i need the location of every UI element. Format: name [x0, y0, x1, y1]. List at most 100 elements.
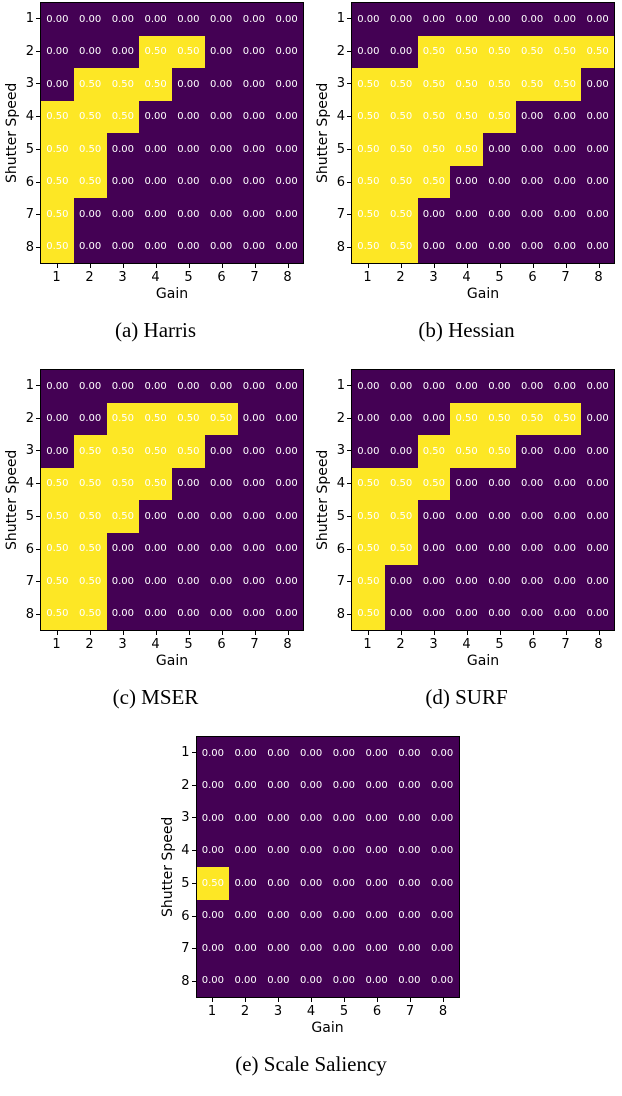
- heatmap-cell: 0.00: [581, 133, 614, 166]
- heatmap-grid: 0.00 0.00 0.00 0.00 0.00 0.00 0.00 0.00 0.00 0.00…: [351, 369, 615, 631]
- y-tick-label: 3: [20, 68, 40, 101]
- heatmap-cell: 0.00: [515, 435, 549, 468]
- y-tick-text: 2: [25, 410, 34, 426]
- y-tick-text: 8: [25, 240, 34, 256]
- heatmap-cell: 0.50: [417, 35, 451, 68]
- heatmap-cell: 0.50: [384, 100, 418, 133]
- y-tick-mark: [347, 247, 351, 249]
- heatmap-cell: 0.00: [581, 532, 614, 565]
- heatmap-cell: 0.50: [139, 35, 172, 68]
- heatmap-cell: 0.00: [548, 565, 582, 598]
- heatmap-subplot-d-surf: Shutter Speed 1 2 3 4 5 6 7 8 0.00 0.00 0.00 0.00 0.0…: [315, 369, 618, 710]
- heatmap-cell: 0.00: [262, 802, 295, 835]
- x-tick-label: 1: [351, 631, 384, 652]
- heatmap-cell: 0.50: [352, 100, 385, 133]
- heatmap-cell: 0.00: [73, 230, 107, 263]
- heatmap-cell: 0.00: [393, 899, 426, 932]
- x-tick-label: 7: [549, 631, 582, 652]
- x-axis-label: Gain: [466, 653, 500, 669]
- y-tick-text: 5: [25, 508, 34, 524]
- heatmap-cell: 0.50: [106, 402, 140, 435]
- heatmap-cell: 0.50: [352, 597, 385, 630]
- y-tick-mark: [36, 17, 40, 19]
- heatmap-cell: 0.50: [73, 532, 107, 565]
- heatmap-cell: 0.50: [483, 35, 516, 68]
- heatmap-cell: 0.00: [384, 370, 418, 403]
- heatmap-cell: 0.00: [106, 35, 140, 68]
- heatmap-cell: 0.00: [425, 834, 459, 867]
- heatmap-cell: 0.00: [172, 100, 205, 133]
- y-tick-label: 8: [20, 598, 40, 631]
- y-tick-text: 1: [25, 10, 34, 26]
- heatmap-cell: 0.50: [384, 467, 418, 500]
- heatmap-cell: 0.00: [204, 500, 238, 533]
- y-tick-label: 8: [176, 965, 196, 998]
- heatmap-cell: 0.00: [270, 3, 303, 36]
- heatmap-cell: 0.00: [548, 230, 582, 263]
- x-tick-label: 2: [73, 631, 106, 652]
- heatmap-grid: 0.00 0.00 0.00 0.00 0.00 0.00 0.00 0.00 0.00 0.00…: [351, 2, 615, 264]
- heatmap-cell: 0.00: [515, 133, 549, 166]
- y-tick-mark: [36, 515, 40, 517]
- y-tick-mark: [36, 247, 40, 249]
- y-tick-mark: [347, 515, 351, 517]
- heatmap-cell: 0.00: [172, 467, 205, 500]
- heatmap-cell: 0.50: [515, 402, 549, 435]
- heatmap-cell: 0.00: [581, 370, 614, 403]
- heatmap-cell: 0.50: [73, 467, 107, 500]
- heatmap-cell: 0.00: [483, 597, 516, 630]
- heatmap-cell: 0.00: [204, 565, 238, 598]
- y-tick-mark: [347, 181, 351, 183]
- heatmap-cell: 0.00: [196, 932, 230, 965]
- heatmap-cell: 0.00: [139, 500, 172, 533]
- heatmap-cell: 0.00: [237, 370, 271, 403]
- y-tick-label: 2: [176, 769, 196, 802]
- plot-area: Shutter Speed 1 2 3 4 5 6 7 8 0.00 0.00 0.00 0.00 0.0…: [315, 2, 618, 264]
- y-tick-label: 4: [331, 467, 351, 500]
- heatmap-cell: 0.50: [352, 532, 385, 565]
- heatmap-cell: 0.00: [360, 867, 393, 900]
- heatmap-cell: 0.00: [384, 3, 418, 36]
- heatmap-cell: 0.50: [139, 435, 172, 468]
- heatmap-cell: 0.00: [237, 198, 271, 231]
- x-tick-label: 3: [262, 998, 295, 1019]
- x-tick-label: 3: [106, 631, 139, 652]
- heatmap-cell: 0.00: [515, 565, 549, 598]
- heatmap-cell: 0.00: [270, 133, 303, 166]
- heatmap-cell: 0.00: [327, 899, 361, 932]
- x-tick-label: 1: [351, 264, 384, 285]
- subplot-slot-b: Shutter Speed 1 2 3 4 5 6 7 8 0.00 0.00 0.00 0.00 0.0…: [311, 2, 622, 343]
- heatmap-cell: 0.00: [515, 100, 549, 133]
- heatmap-cell: 0.00: [172, 165, 205, 198]
- heatmap-cell: 0.00: [106, 198, 140, 231]
- y-tick-label: 6: [20, 533, 40, 566]
- y-tick-label: 3: [331, 435, 351, 468]
- heatmap-cell: 0.50: [417, 165, 451, 198]
- y-tick-text: 5: [25, 141, 34, 157]
- heatmap-cell: 0.50: [417, 100, 451, 133]
- heatmap-cell: 0.00: [204, 3, 238, 36]
- y-tick-text: 2: [25, 43, 34, 59]
- y-tick-mark: [36, 384, 40, 386]
- heatmap-cell: 0.00: [425, 802, 459, 835]
- heatmap-cell: 0.50: [196, 867, 230, 900]
- heatmap-cell: 0.00: [270, 68, 303, 101]
- heatmap-cell: 0.00: [360, 932, 393, 965]
- heatmap-cell: 0.00: [581, 402, 614, 435]
- y-tick-mark: [191, 751, 196, 753]
- y-tick-label: 6: [331, 166, 351, 199]
- heatmap-cell: 0.50: [352, 565, 385, 598]
- heatmap-cell: 0.50: [139, 467, 172, 500]
- heatmap-cell: 0.50: [352, 500, 385, 533]
- y-tick-mark: [36, 614, 40, 616]
- heatmap-cell: 0.00: [196, 737, 230, 770]
- heatmap-cell: 0.50: [352, 165, 385, 198]
- heatmap-cell: 0.00: [548, 165, 582, 198]
- y-tick-label: 4: [20, 100, 40, 133]
- heatmap-cell: 0.50: [41, 500, 74, 533]
- heatmap-cell: 0.50: [450, 133, 483, 166]
- y-tick-text: 1: [181, 744, 190, 760]
